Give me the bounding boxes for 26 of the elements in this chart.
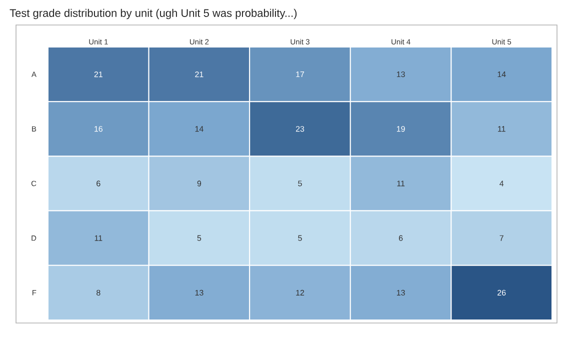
chart-title: Test grade distribution by unit (ugh Unit 5 was probability...) — [10, 8, 297, 20]
data-label: 13 — [396, 71, 405, 78]
data-label: 9 — [197, 180, 202, 186]
data-label: 5 — [298, 180, 302, 186]
data-label: 5 — [197, 235, 202, 241]
data-label: 16 — [94, 126, 102, 132]
data-label: 7 — [500, 235, 504, 241]
data-label: 12 — [296, 290, 304, 296]
data-label: 6 — [398, 235, 403, 241]
data-label: 5 — [298, 235, 302, 241]
data-label: 21 — [94, 72, 102, 78]
data-label: 13 — [195, 290, 204, 296]
data-label: 17 — [296, 72, 304, 78]
data-label: 19 — [396, 126, 405, 132]
data-label: 11 — [94, 235, 102, 241]
data-label: 26 — [498, 290, 506, 296]
data-label: 8 — [96, 290, 100, 296]
data-label: 4 — [500, 180, 504, 186]
data-label: 14 — [195, 126, 204, 132]
data-label: 11 — [397, 180, 405, 186]
data-label: 21 — [195, 72, 204, 78]
data-label: 13 — [396, 290, 405, 296]
data-label: 11 — [498, 126, 506, 132]
data-label: 14 — [498, 72, 506, 78]
data-label: 23 — [296, 126, 304, 132]
data-label: 6 — [96, 180, 100, 186]
